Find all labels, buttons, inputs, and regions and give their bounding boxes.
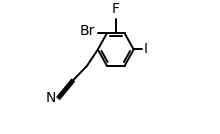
Text: F: F bbox=[112, 2, 120, 16]
Text: I: I bbox=[144, 42, 148, 57]
Text: Br: Br bbox=[79, 24, 95, 38]
Text: N: N bbox=[45, 91, 56, 105]
